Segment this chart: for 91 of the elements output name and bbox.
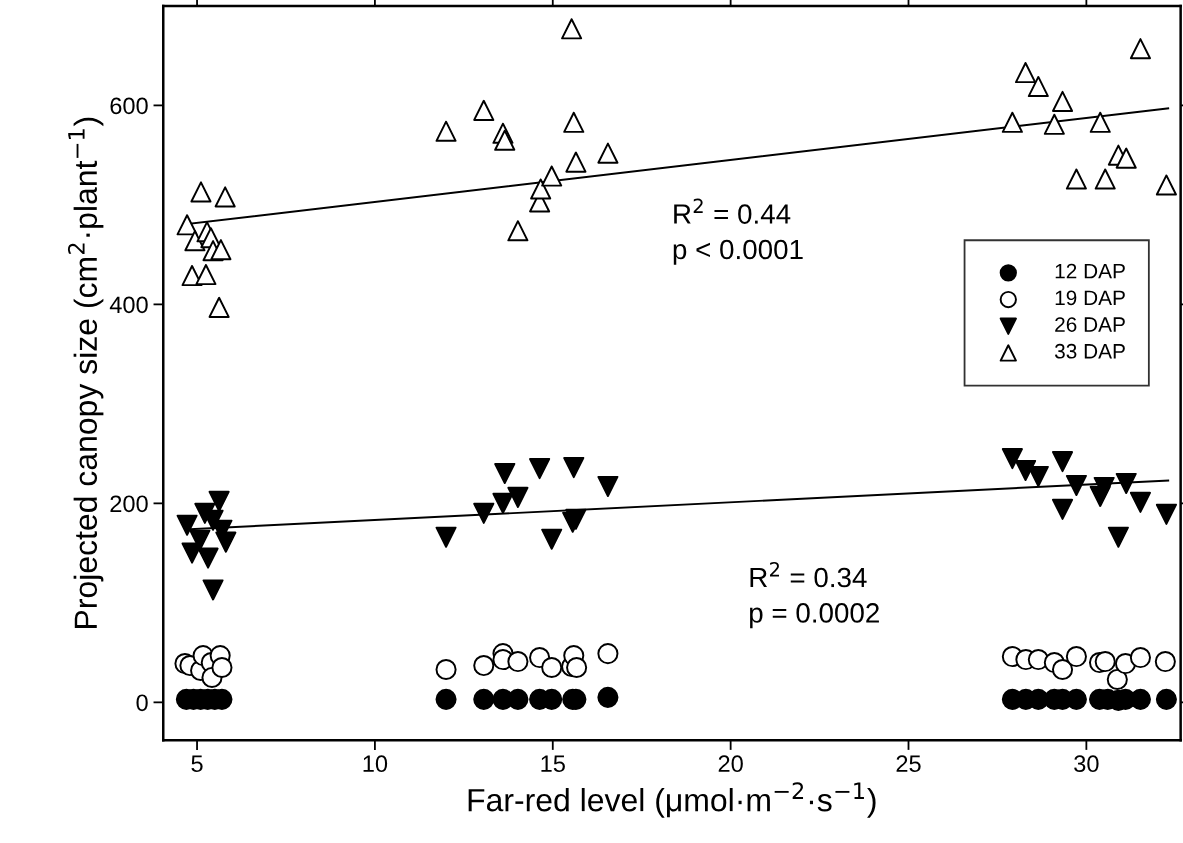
y-tick-label: 0 xyxy=(136,694,148,712)
point xyxy=(473,688,495,710)
point xyxy=(189,529,211,551)
point xyxy=(1001,448,1023,470)
point xyxy=(208,490,230,512)
point xyxy=(1094,168,1116,190)
point xyxy=(215,531,237,553)
point xyxy=(211,656,233,679)
annotation: p < 0.0001 xyxy=(673,239,803,265)
point xyxy=(1065,168,1087,190)
point xyxy=(530,178,552,200)
point xyxy=(1155,688,1177,710)
point xyxy=(1051,498,1074,520)
point xyxy=(1027,465,1049,488)
point xyxy=(1043,113,1065,135)
y-tick-label: 200 xyxy=(110,495,148,513)
point xyxy=(507,486,529,508)
point xyxy=(541,656,563,679)
x-tick-label: 25 xyxy=(896,755,921,773)
point xyxy=(1129,491,1151,513)
point xyxy=(1154,651,1176,673)
point xyxy=(473,654,495,677)
y-tick-label: 600 xyxy=(110,97,148,115)
point xyxy=(435,658,457,681)
point xyxy=(566,656,588,679)
annotation: p = 0.0002 xyxy=(750,603,879,629)
point xyxy=(210,239,232,261)
point xyxy=(563,457,585,479)
point xyxy=(1065,646,1087,668)
point xyxy=(197,547,219,569)
x-tick-label: 5 xyxy=(191,755,203,773)
point xyxy=(597,475,619,497)
point xyxy=(563,111,585,133)
point xyxy=(529,458,551,480)
x-tick-label: 20 xyxy=(718,755,743,773)
x-tick-label: 15 xyxy=(541,755,565,773)
point xyxy=(1106,668,1128,691)
point xyxy=(1155,174,1177,196)
annotation: R$^{2}$ = 0.44 xyxy=(674,198,791,224)
point xyxy=(195,263,217,286)
point xyxy=(1051,451,1074,473)
point xyxy=(1129,38,1151,60)
legend-label: 19 DAP xyxy=(1055,290,1125,306)
point xyxy=(190,181,212,203)
point xyxy=(1001,111,1023,133)
point xyxy=(1065,474,1087,496)
point xyxy=(1094,651,1116,673)
point xyxy=(1115,472,1137,495)
point xyxy=(565,151,587,173)
point xyxy=(1129,647,1151,669)
point xyxy=(507,688,529,710)
x-axis-title: Far-red level (μmol·m$^{−2}$·s$^{−1}$) xyxy=(468,782,876,818)
point xyxy=(1089,111,1111,133)
legend-label: 12 DAP xyxy=(1055,263,1125,279)
y-tick-label: 400 xyxy=(109,296,148,314)
point xyxy=(597,686,619,708)
legend-label: 26 DAP xyxy=(1055,317,1125,332)
point xyxy=(435,688,457,710)
point xyxy=(208,296,230,318)
annotation: R$^{2}$ = 0.34 xyxy=(750,561,867,588)
point xyxy=(492,492,514,514)
point xyxy=(561,18,583,40)
point xyxy=(597,643,619,665)
point xyxy=(1051,658,1074,681)
point xyxy=(597,142,619,164)
point xyxy=(473,502,495,524)
y-axis-title: Projected canopy size (cm$^{2}$·plant$^{−1}$) xyxy=(67,117,104,628)
point xyxy=(1015,459,1037,482)
point xyxy=(1107,526,1129,548)
point xyxy=(435,120,457,142)
point xyxy=(1093,476,1115,498)
point xyxy=(1015,62,1037,84)
point xyxy=(494,462,516,485)
point xyxy=(494,129,516,151)
x-tick-label: 30 xyxy=(1074,755,1099,773)
point xyxy=(176,214,198,236)
point xyxy=(1051,90,1074,112)
point xyxy=(1027,75,1049,98)
point xyxy=(1115,147,1137,169)
point xyxy=(473,99,495,121)
legend-label: 33 DAP xyxy=(1054,343,1125,359)
point xyxy=(214,186,236,208)
point xyxy=(541,165,563,187)
point xyxy=(435,526,457,548)
x-tick-label: 10 xyxy=(363,755,388,773)
point xyxy=(507,651,529,673)
point xyxy=(541,528,563,550)
point xyxy=(507,220,529,242)
point xyxy=(1155,503,1177,525)
point xyxy=(202,579,224,601)
point xyxy=(176,514,198,536)
